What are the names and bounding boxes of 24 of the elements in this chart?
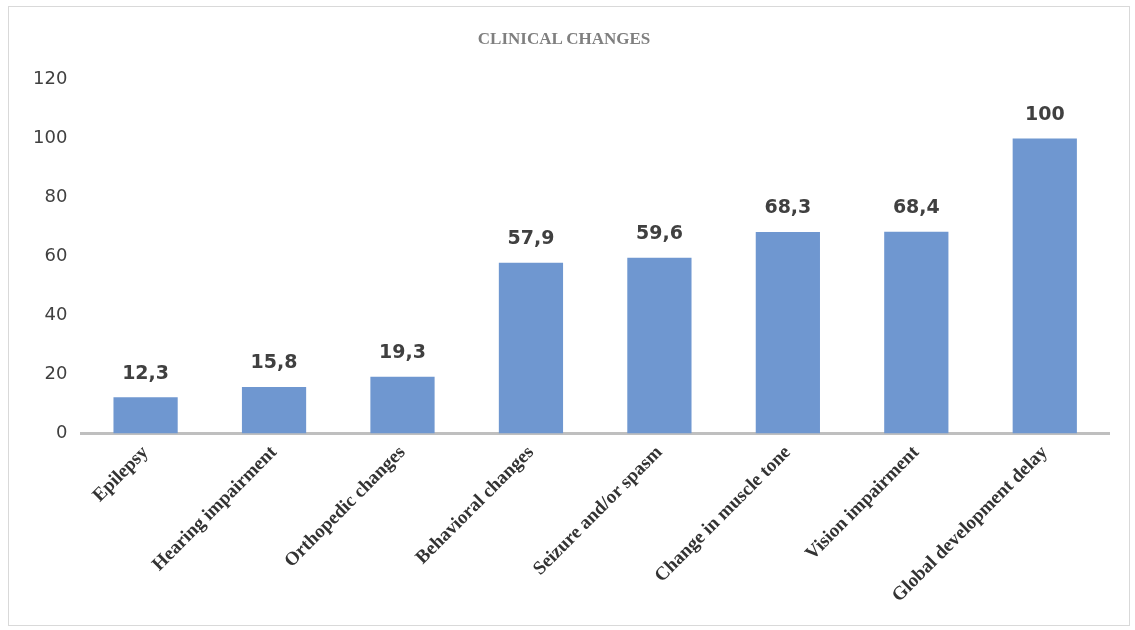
bar <box>370 376 435 434</box>
y-tick-label: 20 <box>44 362 68 384</box>
y-tick-label: 0 <box>55 421 68 443</box>
data-label: 12,3 <box>122 360 170 383</box>
bar <box>884 231 949 434</box>
data-label: 57,9 <box>507 226 555 249</box>
bar <box>627 257 692 434</box>
y-tick-label: 100 <box>33 126 68 148</box>
data-label: 19,3 <box>379 340 426 363</box>
bar <box>1012 138 1077 434</box>
bar <box>498 262 564 434</box>
chart-title: CLINICAL CHANGES <box>477 28 651 48</box>
data-label: 59,6 <box>635 221 683 244</box>
data-label: 68,4 <box>892 195 940 218</box>
data-label: 15,8 <box>250 350 298 373</box>
y-tick-label: 120 <box>33 67 68 89</box>
data-label: 68,3 <box>764 195 812 218</box>
bar <box>241 386 307 434</box>
y-tick-label: 80 <box>44 185 68 207</box>
bar <box>755 232 820 434</box>
y-tick-label: 60 <box>44 244 68 266</box>
data-label: 100 <box>1024 101 1065 124</box>
bar <box>113 397 178 434</box>
y-tick-label: 40 <box>44 303 68 325</box>
